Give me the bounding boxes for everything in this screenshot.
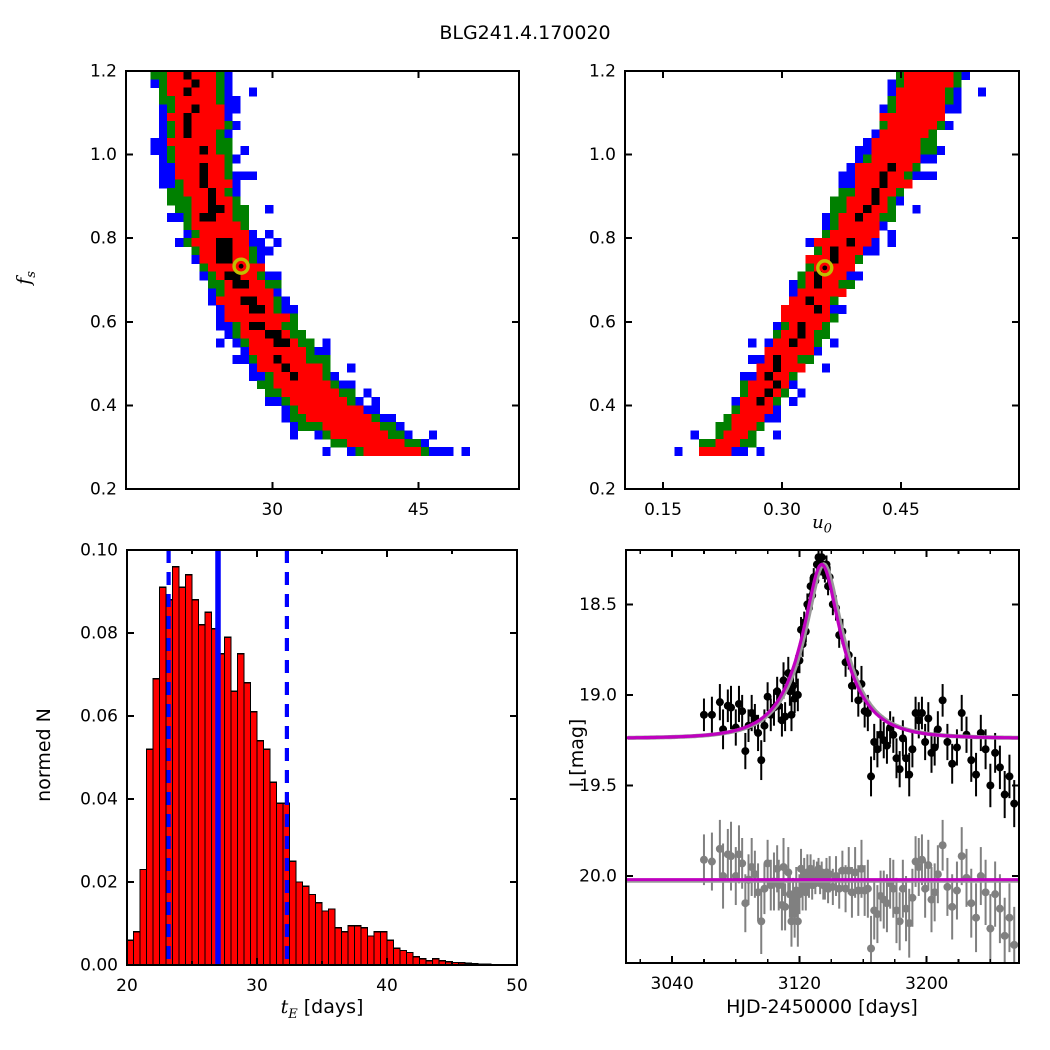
u0-fs-contour-plot: 0.15 0.30 0.45 0.2 0.4 0.6 0.8 1.0 1.2	[589, 62, 1020, 520]
svg-text:40: 40	[376, 976, 398, 996]
svg-text:0.10: 0.10	[80, 541, 118, 561]
svg-text:0.45: 0.45	[882, 500, 920, 520]
svg-text:0.4: 0.4	[90, 396, 117, 416]
te-histogram-plot: 20 30 40 50 0.00 0.02 0.04 0.06 0.08 0.10	[80, 541, 528, 997]
y-axis-label-fs: fs	[13, 271, 39, 285]
svg-text:0.08: 0.08	[80, 624, 118, 644]
svg-text:0.8: 0.8	[90, 229, 117, 249]
svg-text:0.02: 0.02	[80, 873, 118, 893]
svg-text:0.2: 0.2	[90, 480, 117, 500]
svg-text:20.0: 20.0	[579, 867, 617, 887]
x-axis-label-te: tE [days]	[280, 996, 364, 1022]
svg-text:3040: 3040	[651, 974, 694, 994]
svg-text:0.15: 0.15	[644, 500, 682, 520]
svg-text:1.0: 1.0	[589, 145, 616, 165]
svg-text:18.5: 18.5	[579, 595, 617, 615]
svg-text:19.5: 19.5	[579, 776, 617, 796]
svg-text:30: 30	[261, 500, 283, 520]
svg-text:1.2: 1.2	[589, 62, 616, 82]
lightcurve-plot: 3040 3120 3200 18.5 19.0 19.5 20.0	[579, 549, 1020, 994]
svg-text:0.6: 0.6	[90, 312, 117, 332]
svg-text:30: 30	[246, 976, 268, 996]
svg-text:0.04: 0.04	[80, 790, 118, 810]
svg-text:0.06: 0.06	[80, 707, 118, 727]
svg-text:1.0: 1.0	[90, 145, 117, 165]
svg-text:3120: 3120	[778, 974, 821, 994]
svg-text:19.0: 19.0	[579, 685, 617, 705]
svg-text:3200: 3200	[905, 974, 948, 994]
svg-text:50: 50	[506, 976, 528, 996]
te-fs-contour-plot: 30 45 0.2 0.4 0.6 0.8 1.0 1.2	[90, 62, 520, 520]
svg-text:0.30: 0.30	[763, 500, 801, 520]
svg-text:20: 20	[116, 976, 138, 996]
x-axis-label-u0: u0	[812, 512, 832, 537]
svg-text:0.6: 0.6	[589, 312, 616, 332]
svg-text:0.4: 0.4	[589, 396, 616, 416]
figure-title: BLG241.4.170020	[439, 22, 611, 44]
svg-text:0.00: 0.00	[80, 956, 118, 976]
svg-text:0.2: 0.2	[589, 480, 616, 500]
svg-text:45: 45	[408, 500, 430, 520]
svg-text:0.8: 0.8	[589, 229, 616, 249]
x-axis-label-hjd: HJD-2450000 [days]	[726, 996, 918, 1018]
svg-text:1.2: 1.2	[90, 62, 117, 82]
